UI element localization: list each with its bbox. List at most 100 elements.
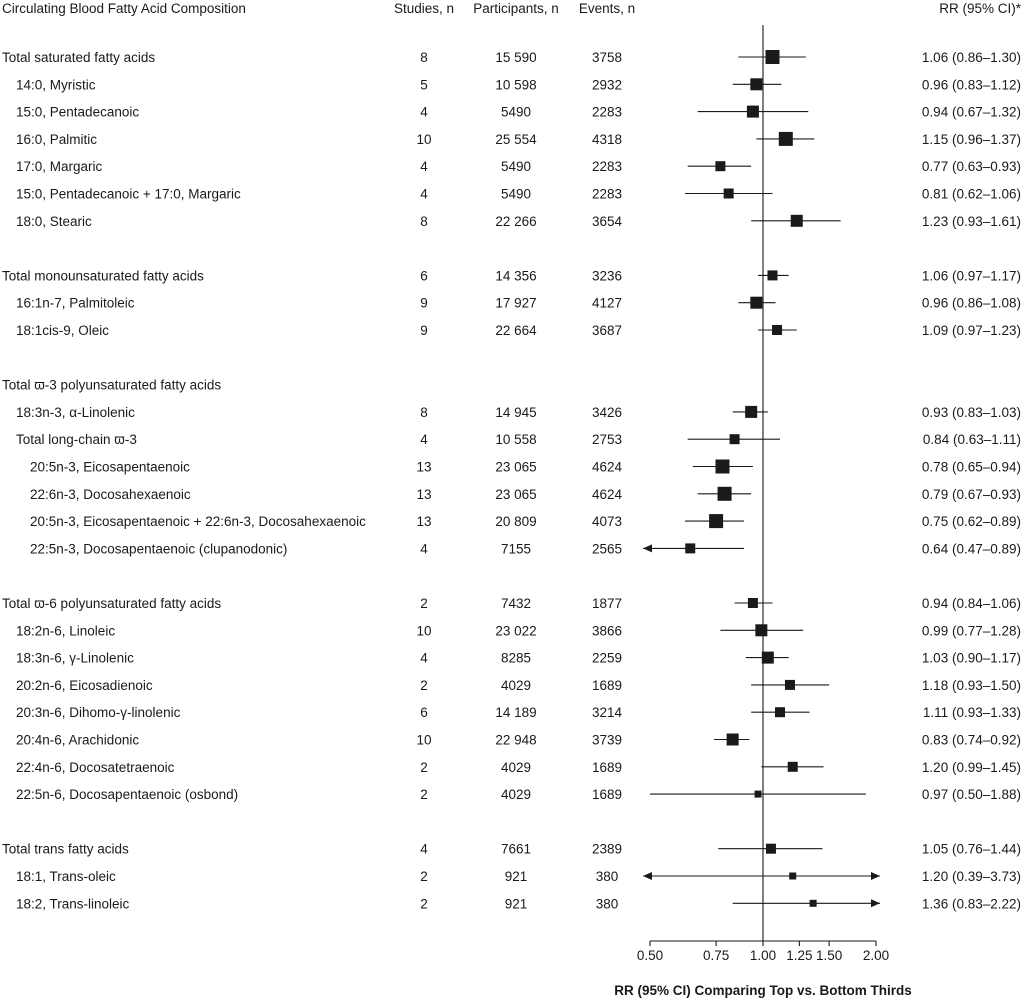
row-events: 2565 <box>592 541 622 556</box>
forest-mark <box>692 459 753 474</box>
row-participants: 10 558 <box>495 432 536 447</box>
forest-mark <box>643 872 880 880</box>
point-estimate <box>685 543 696 554</box>
forest-mark <box>758 325 797 335</box>
point-estimate <box>745 405 758 418</box>
table-row: 18:1, Trans-oleic 2 921 380 1.20 (0.39–3.73) <box>16 869 1021 884</box>
x-axis-label: RR (95% CI) Comparing Top vs. Bottom Thi… <box>614 983 912 998</box>
row-rr: 0.97 (0.50–1.88) <box>922 787 1021 802</box>
forest-mark <box>751 707 810 718</box>
row-rr: 1.36 (0.83–2.22) <box>922 896 1021 911</box>
row-studies: 6 <box>420 268 428 283</box>
row-studies: 8 <box>420 50 428 65</box>
row-rr: 0.77 (0.63–0.93) <box>922 159 1021 174</box>
row-participants: 10 598 <box>495 77 536 92</box>
row-studies: 4 <box>420 159 428 174</box>
row-studies: 4 <box>420 432 428 447</box>
forest-mark <box>713 733 750 746</box>
row-label: Total ϖ-6 polyunsaturated fatty acids <box>2 596 221 611</box>
table-row: 18:2n-6, Linoleic 10 23 022 3866 0.99 (0.77–… <box>16 623 1021 638</box>
x-tick-label: 1.25 <box>786 948 812 963</box>
point-estimate <box>772 325 783 335</box>
row-events: 380 <box>596 896 619 911</box>
row-label: 22:5n-3, Docosapentaenoic (clupanodonic) <box>30 541 287 556</box>
row-events: 1877 <box>592 596 622 611</box>
forest-mark <box>761 761 824 772</box>
row-label: 18:2, Trans-linoleic <box>16 896 130 911</box>
point-estimate <box>778 131 793 146</box>
row-participants: 22 948 <box>495 733 536 748</box>
row-participants: 14 189 <box>495 705 536 720</box>
row-events: 3739 <box>592 733 622 748</box>
row-label: 18:3n-6, γ-Linolenic <box>16 651 134 666</box>
row-rr: 0.84 (0.63–1.11) <box>923 432 1021 447</box>
x-tick-label: 1.00 <box>750 948 776 963</box>
table-row: 18:3n-3, α-Linolenic 8 14 945 3426 0.93 (0.8… <box>16 405 1021 420</box>
table-row: 18:3n-6, γ-Linolenic 4 8285 2259 1.03 (0.90–… <box>16 651 1021 666</box>
point-estimate <box>789 872 797 880</box>
row-label: Total saturated fatty acids <box>2 50 155 65</box>
header-events: Events, n <box>579 1 635 16</box>
row-events: 4127 <box>592 296 622 311</box>
point-estimate <box>715 161 726 172</box>
forest-mark <box>738 50 806 64</box>
row-rr: 1.05 (0.76–1.44) <box>922 842 1021 857</box>
point-estimate <box>809 899 817 907</box>
table-row: 22:6n-3, Docosahexaenoic 13 23 065 4624 0.79… <box>30 487 1021 502</box>
table-row: 22:4n-6, Docosatetraenoic 2 4029 1689 1.20 (… <box>16 760 1021 775</box>
row-label: 18:2n-6, Linoleic <box>16 623 115 638</box>
table-row: Total long-chain ϖ-3 4 10 558 2753 0.84 (0.6… <box>16 432 1021 447</box>
column-headers: Circulating Blood Fatty Acid Composition… <box>2 1 1022 16</box>
table-row: 16:0, Palmitic 10 25 554 4318 1.15 (0.96–1.3… <box>16 132 1021 147</box>
row-participants: 5490 <box>501 187 531 202</box>
row-rr: 1.20 (0.99–1.45) <box>922 760 1021 775</box>
row-studies: 2 <box>420 869 428 884</box>
row-events: 3236 <box>592 268 622 283</box>
header-composition: Circulating Blood Fatty Acid Composition <box>2 1 246 16</box>
row-rr: 0.83 (0.74–0.92) <box>922 733 1021 748</box>
ci-arrow-right <box>871 872 880 880</box>
forest-mark <box>756 131 815 146</box>
table-row: Total saturated fatty acids 8 15 590 3758 1.… <box>2 50 1021 65</box>
point-estimate <box>750 296 763 309</box>
point-estimate <box>761 651 774 664</box>
row-rr: 1.06 (0.97–1.17) <box>922 268 1021 283</box>
row-rr: 0.99 (0.77–1.28) <box>922 623 1021 638</box>
row-participants: 20 809 <box>495 514 536 529</box>
row-participants: 921 <box>505 869 528 884</box>
row-rr: 1.15 (0.96–1.37) <box>922 132 1021 147</box>
ci-arrow-left <box>643 544 652 553</box>
row-participants: 7661 <box>501 842 531 857</box>
row-studies: 10 <box>416 132 431 147</box>
table-rows: Total saturated fatty acids 8 15 590 3758 1.… <box>2 50 1021 911</box>
table-row: 22:5n-6, Docosapentaenoic (osbond) 2 4029 1… <box>16 787 1021 802</box>
row-label: 15:0, Pentadecanoic + 17:0, Margaric <box>16 187 241 202</box>
row-participants: 7432 <box>501 596 531 611</box>
point-estimate <box>709 514 724 529</box>
row-studies: 13 <box>416 460 431 475</box>
row-rr: 0.64 (0.47–0.89) <box>922 541 1021 556</box>
row-label: Total long-chain ϖ-3 <box>16 432 137 447</box>
table-row: 17:0, Margaric 4 5490 2283 0.77 (0.63–0.93) <box>16 159 1021 174</box>
row-participants: 5490 <box>501 105 531 120</box>
row-participants: 4029 <box>501 760 531 775</box>
row-rr: 1.23 (0.93–1.61) <box>922 214 1021 229</box>
row-events: 3654 <box>592 214 623 229</box>
table-row: 20:5n-3, Eicosapentaenoic 13 23 065 4624 0.7… <box>30 460 1021 475</box>
table-row: Total ϖ-6 polyunsaturated fatty acids 2 74… <box>2 596 1021 611</box>
row-events: 4073 <box>592 514 622 529</box>
table-row: 18:1cis-9, Oleic 9 22 664 3687 1.09 (0.97–1.… <box>16 323 1021 338</box>
row-studies: 2 <box>420 896 428 911</box>
point-estimate <box>765 50 780 64</box>
table-row: 15:0, Pentadecanoic + 17:0, Margaric 4 549… <box>16 187 1021 202</box>
row-label: 18:0, Stearic <box>16 214 92 229</box>
forest-mark <box>738 296 776 309</box>
row-label: 17:0, Margaric <box>16 159 103 174</box>
forest-mark <box>745 651 789 664</box>
row-rr: 1.06 (0.86–1.30) <box>922 50 1021 65</box>
row-rr: 0.94 (0.84–1.06) <box>922 596 1021 611</box>
row-events: 2753 <box>592 432 622 447</box>
table-row: 20:2n-6, Eicosadienoic 2 4029 1689 1.18 (0.9… <box>16 678 1021 693</box>
row-studies: 5 <box>420 77 428 92</box>
forest-marks <box>643 50 880 908</box>
